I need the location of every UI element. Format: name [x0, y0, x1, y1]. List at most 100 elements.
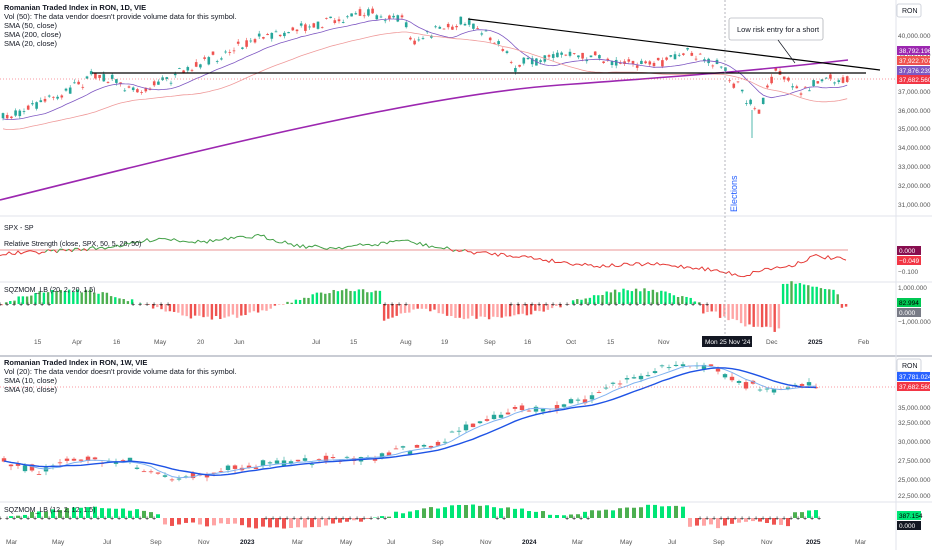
weekly-candle-body [393, 448, 399, 450]
sqz-bar [63, 291, 67, 304]
sqz-bar [269, 304, 272, 309]
weekly-candle-body [141, 471, 147, 473]
sma30-line [3, 367, 817, 477]
bottom-price-axis[interactable]: 35,000.000 32,500.000 30,000.000 27,500.… [898, 405, 931, 500]
rs-line-segment [449, 248, 454, 252]
weekly-candle-body [8, 464, 14, 467]
bottom-legend-title: Romanian Traded Index in RON, 1W, VIE [4, 358, 147, 367]
sqz-bar [109, 296, 113, 304]
sqz-dot: + [649, 302, 653, 309]
top-currency-button[interactable] [896, 3, 922, 18]
time-label: Mar [292, 539, 304, 546]
sqz-bar [525, 304, 529, 316]
weekly-sqz-bar [289, 518, 293, 529]
sqz-bar [114, 297, 117, 304]
top-legend-sma20[interactable]: SMA (20, close) [4, 39, 57, 48]
weekly-sqz-bar [464, 505, 468, 518]
sma200-value: 38,792.196 [899, 48, 932, 55]
squeeze-momentum-pane[interactable]: + + + + + + + + + + + + + + + + + + + + + + + + + + + + + + + + + + + + + + + +… [0, 281, 848, 332]
weekly-sqz-bar [198, 518, 202, 525]
sqz-bar [231, 304, 235, 315]
top-legend-vol: Vol (50): The data vendor doesn't provid… [4, 12, 237, 21]
sqz-bar [584, 298, 587, 304]
weekly-sqz-bar [611, 510, 615, 518]
weekly-sqz-bar [65, 508, 69, 518]
sqz-dot: + [131, 302, 135, 309]
top-legend-sma200[interactable]: SMA (200, close) [4, 30, 62, 39]
sqz-bar [210, 304, 214, 320]
candle-body [761, 97, 765, 105]
candle-body [845, 76, 849, 82]
sqz-bar [25, 296, 29, 304]
sqz-bar [781, 283, 785, 304]
weekly-sqz-dot: + [12, 516, 16, 523]
bottom-time-axis[interactable]: Mar May Jul Sep Nov 2023 Mar May Jul Sep… [6, 539, 867, 546]
candle-body [178, 68, 181, 69]
weekly-sqz-bar [135, 509, 139, 518]
weekly-sqz-bar [58, 510, 62, 518]
time-label: 2025 [808, 339, 823, 346]
time-label: Jul [668, 539, 677, 546]
weekly-candle-body [631, 377, 637, 379]
weekly-candle-body [575, 399, 581, 401]
candle-body [669, 55, 673, 57]
daily-price-chart[interactable] [0, 6, 896, 201]
weekly-sqz-dot: + [264, 516, 268, 523]
candle-body [253, 39, 257, 43]
weekly-candle-body [225, 465, 231, 471]
candle-body [782, 76, 786, 80]
top-legend-sma50[interactable]: SMA (50, close) [4, 21, 57, 30]
weekly-squeeze-momentum-pane[interactable]: + + + + + + + + + + + + + + + + + + + + + + + + + + + + + + + + + + + + + + + +… [0, 504, 821, 529]
weekly-sqz-bar [569, 514, 573, 518]
candle-body [539, 60, 542, 62]
candle-body [131, 87, 135, 91]
sqz-dot: + [607, 302, 611, 309]
sqz-bar [542, 304, 545, 312]
axis-label: 31,000.000 [898, 202, 931, 209]
bottom-legend-sma10[interactable]: SMA (10, close) [4, 376, 57, 385]
candle-body [812, 80, 815, 87]
relative-strength-pane[interactable] [0, 233, 848, 278]
candle-body [119, 82, 122, 85]
bottom-legend: Romanian Traded Index in RON, 1W, VIE Vo… [4, 358, 237, 394]
sqz-bar [420, 304, 424, 309]
candle-body [686, 48, 689, 50]
time-label: Apr [72, 339, 83, 346]
weekly-sqz-bar [9, 516, 13, 518]
bottom-legend-sma30[interactable]: SMA (30, close) [4, 385, 57, 394]
weekly-sqz-bar [380, 516, 384, 518]
weekly-sqz-dot: + [719, 516, 723, 523]
sqz-bar [17, 296, 20, 304]
weekly-price-chart[interactable] [0, 361, 896, 482]
weekly-sqz-dot: + [502, 516, 506, 523]
rs-line-segment [71, 247, 79, 253]
candle-body [362, 15, 366, 17]
weekly-sqz-bar [345, 518, 349, 522]
weekly-sqz-dot: + [68, 516, 72, 523]
sqz-dot: + [558, 302, 562, 309]
weekly-sqz-bar [667, 506, 671, 518]
time-label: Sep [150, 539, 162, 546]
weekly-sqz-label: SQZMOM_LB (12, 2, 12, 1.5) [4, 507, 95, 514]
time-label: Mar [6, 539, 18, 546]
candle-body [194, 62, 198, 67]
weekly-sqz-bar [247, 518, 251, 528]
candle-body [530, 58, 534, 65]
sqz-dot: + [383, 302, 387, 309]
candle-body [157, 81, 160, 85]
candle-body [304, 24, 307, 31]
weekly-sqz-dot: + [782, 516, 786, 523]
top-time-axis[interactable]: 15 Apr 16 May 20 Jun Jul 15 Aug 19 Sep 1… [34, 339, 870, 346]
candle-body [308, 26, 311, 28]
top-price-axis[interactable]: 40,000.000 39,000.000 37,000.000 36,000.… [898, 33, 931, 209]
sqz-dot: + [516, 302, 520, 309]
candle-body [791, 86, 794, 88]
rs-axis-label: −0.100 [898, 269, 918, 276]
weekly-candle-body [85, 456, 91, 461]
candle-body [661, 60, 664, 67]
weekly-candle-body [806, 382, 812, 386]
sqz-bar [760, 304, 764, 328]
sqz-bar [458, 304, 461, 318]
short-entry-callout[interactable]: Low risk entry for a short [728, 17, 824, 64]
